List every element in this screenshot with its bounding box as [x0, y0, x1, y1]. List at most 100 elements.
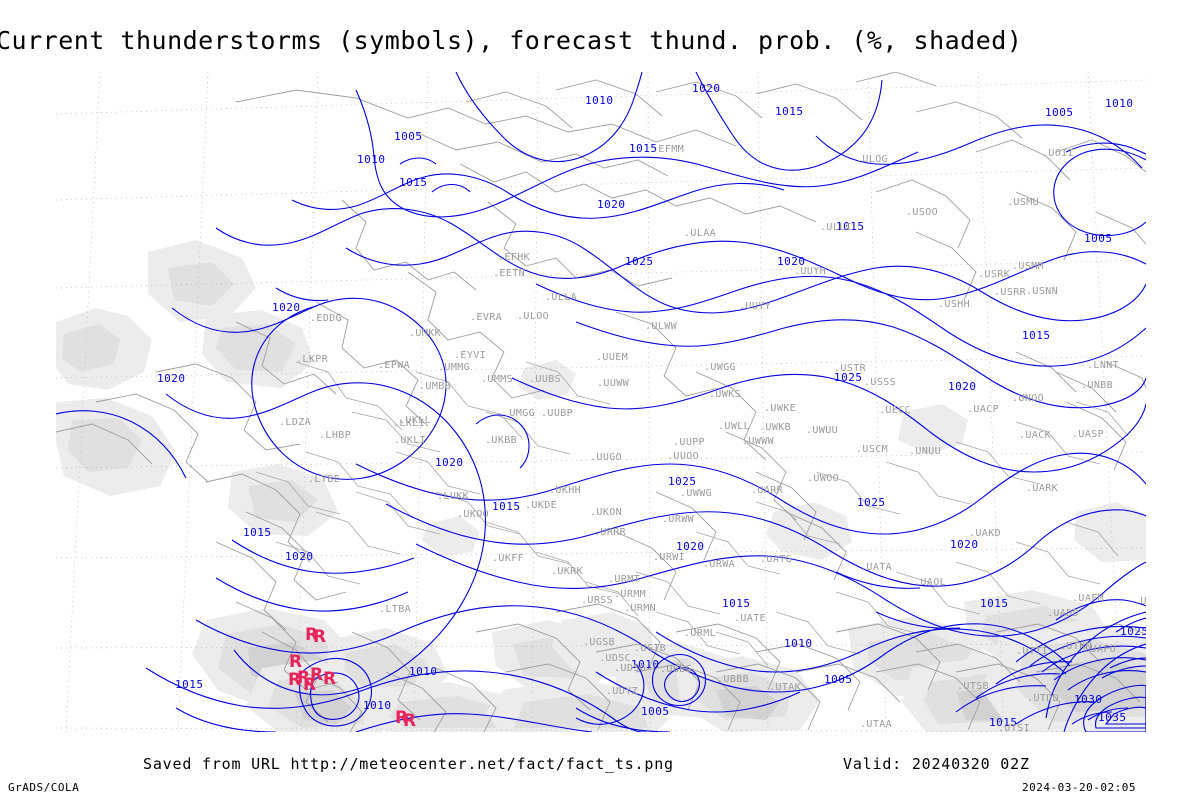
svg-text:.UUYH: .UUYH	[794, 266, 826, 277]
svg-text:.UKFF: .UKFF	[492, 553, 524, 564]
svg-text:1020: 1020	[950, 538, 979, 551]
svg-text:1015: 1015	[399, 176, 428, 189]
svg-text:.EVRA: .EVRA	[470, 312, 502, 323]
svg-text:.UMBB: .UMBB	[419, 381, 451, 392]
svg-text:1020: 1020	[272, 301, 301, 314]
svg-text:1010: 1010	[357, 153, 386, 166]
svg-text:.USCM: .USCM	[856, 444, 888, 455]
svg-text:1015: 1015	[492, 500, 521, 513]
svg-text:.UGSB: .UGSB	[583, 637, 615, 648]
isobar-layer	[56, 72, 1146, 732]
svg-text:.UTAK: .UTAK	[769, 682, 801, 693]
svg-text:1005: 1005	[1045, 106, 1074, 119]
isobar-label-layer: 1010 1020 1015 1005 1010 1005 1010 1015 …	[157, 82, 1146, 729]
svg-text:1015: 1015	[629, 142, 658, 155]
svg-text:1035: 1035	[1098, 711, 1127, 724]
svg-text:1020: 1020	[948, 380, 977, 393]
svg-text:.UWWG: .UWWG	[680, 488, 712, 499]
svg-text:R: R	[297, 668, 310, 688]
svg-text:1015: 1015	[175, 678, 204, 691]
svg-text:.URRR: .URRR	[594, 527, 627, 538]
svg-text:.UUOO: .UUOO	[667, 451, 699, 462]
svg-text:R: R	[310, 665, 323, 685]
generated-timestamp-label: 2024-03-20-02:05	[1022, 781, 1136, 794]
svg-text:.UTTI: .UTTI	[1016, 646, 1048, 657]
valid-time-label: Valid: 20240320 02Z	[843, 755, 1030, 773]
svg-text:1015: 1015	[1022, 329, 1051, 342]
producer-label: GrADS/COLA	[8, 781, 80, 794]
svg-text:.UKOO: .UKOO	[457, 509, 489, 520]
svg-text:1020: 1020	[777, 255, 806, 268]
svg-text:.LKPR: .LKPR	[296, 354, 329, 365]
svg-text:.ULLI: .ULLI	[820, 222, 852, 233]
svg-text:.URSS: .URSS	[581, 595, 613, 606]
svg-text:.ULLA: .ULLA	[545, 292, 577, 303]
svg-text:.UAOL: .UAOL	[914, 577, 946, 588]
svg-text:.UDSG: .UDSG	[614, 663, 646, 674]
svg-text:.UTKN: .UTKN	[1060, 641, 1092, 652]
svg-text:.USNN: .USNN	[1026, 286, 1058, 297]
svg-text:.UOII: .UOII	[1042, 148, 1074, 159]
svg-text:.UUEM: .UUEM	[596, 352, 628, 363]
svg-text:.UUWW: .UUWW	[597, 378, 630, 389]
svg-text:1030: 1030	[1074, 693, 1103, 706]
svg-text:R: R	[403, 711, 416, 731]
map-svg: 1010 1020 1015 1005 1010 1005 1010 1015 …	[56, 72, 1146, 732]
svg-text:.UUBP: .UUBP	[541, 408, 573, 419]
svg-text:.UWKB: .UWKB	[759, 422, 791, 433]
svg-text:.UKHH: .UKHH	[549, 485, 581, 496]
svg-text:R: R	[288, 670, 301, 690]
svg-text:1005: 1005	[641, 705, 670, 718]
svg-text:1020: 1020	[285, 550, 314, 563]
svg-text:.ULWW: .ULWW	[645, 321, 678, 332]
svg-text:.UTDD: .UTDD	[1027, 693, 1059, 704]
svg-text:.UTSB: .UTSB	[957, 681, 989, 692]
svg-text:1025: 1025	[857, 496, 886, 509]
svg-text:.UWKE: .UWKE	[764, 403, 796, 414]
svg-text:.USSS: .USSS	[864, 377, 896, 388]
svg-text:R: R	[323, 669, 336, 689]
svg-text:.UADD: .UADD	[1047, 608, 1079, 619]
svg-text:.UWKS: .UWKS	[709, 389, 741, 400]
svg-text:1025: 1025	[625, 255, 654, 268]
svg-text:.UKDE: .UKDE	[525, 500, 557, 511]
svg-text:.UWOO: .UWOO	[807, 473, 839, 484]
svg-text:.UTSI: .UTSI	[998, 723, 1030, 732]
svg-text:.LNNT: .LNNT	[1087, 360, 1119, 371]
svg-text:.UACP: .UACP	[967, 404, 999, 415]
svg-text:.LHBP: .LHBP	[319, 430, 351, 441]
svg-text:.ULAA: .ULAA	[684, 228, 716, 239]
svg-text:.URMT: .URMT	[608, 574, 640, 585]
map-canvas[interactable]: 1010 1020 1015 1005 1010 1005 1010 1015 …	[56, 72, 1146, 732]
svg-text:.USOO: .USOO	[906, 207, 938, 218]
svg-text:.UWLL: .UWLL	[718, 421, 750, 432]
svg-text:.UAKD: .UAKD	[969, 528, 1001, 539]
svg-text:.URMN: .URMN	[624, 603, 656, 614]
svg-text:.EYVI: .EYVI	[454, 350, 486, 361]
svg-text:1015: 1015	[980, 597, 1009, 610]
svg-text:.UKLL: .UKLL	[399, 415, 431, 426]
svg-text:.EFHK: .EFHK	[498, 252, 530, 263]
svg-text:.UAAA: .UAAA	[1134, 596, 1146, 607]
svg-text:1020: 1020	[435, 456, 464, 469]
svg-text:.UUYY: .UUYY	[739, 301, 771, 312]
svg-text:R: R	[305, 625, 318, 645]
svg-text:.UACK: .UACK	[1019, 430, 1051, 441]
graticule-layer	[56, 72, 1146, 732]
svg-text:1015: 1015	[989, 716, 1018, 729]
svg-text:1005: 1005	[394, 130, 423, 143]
svg-text:.UMKK: .UMKK	[409, 328, 441, 339]
svg-text:.UMMS: .UMMS	[481, 374, 513, 385]
svg-text:.LUKK: .LUKK	[437, 491, 469, 502]
svg-text:.UKON: .UKON	[590, 507, 622, 518]
svg-text:.ULOG: .ULOG	[856, 154, 888, 165]
svg-text:.UECC: .UECC	[879, 405, 911, 416]
svg-text:.EFMM: .EFMM	[652, 144, 684, 155]
svg-text:.UDSC: .UDSC	[599, 653, 631, 664]
svg-text:R: R	[395, 708, 408, 728]
svg-text:1020: 1020	[597, 198, 626, 211]
svg-text:.USHH: .USHH	[938, 299, 970, 310]
svg-text:.UWGG: .UWGG	[704, 362, 736, 373]
svg-text:1020: 1020	[676, 540, 705, 553]
